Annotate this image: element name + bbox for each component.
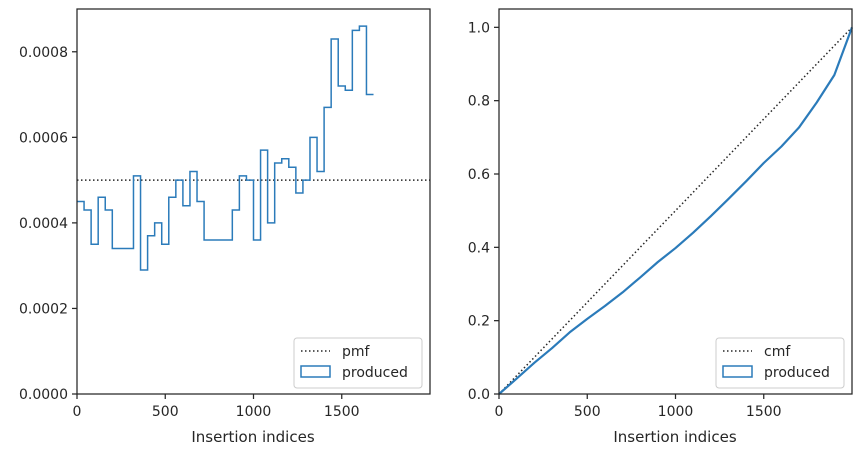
left-x-tick-label: 0 [73,404,82,420]
right-y-ticks: 0.0 0.2 0.4 0.6 0.8 1.0 [468,20,499,403]
left-x-tick-label: 1000 [236,404,272,420]
right-x-tick-label: 1000 [658,404,694,420]
right-y-tick-label: 0.4 [468,240,490,256]
right-axes-frame [498,8,853,395]
right-x-ticks: 0 500 1000 1500 [495,394,782,420]
left-x-tick-label: 500 [152,404,179,420]
right-legend-produced-swatch [722,365,753,378]
left-axes-frame [76,8,431,395]
right-legend: cmf produced [715,337,845,389]
right-x-tick-label: 0 [495,404,504,420]
left-x-ticks: 0 500 1000 1500 [73,394,360,420]
right-x-tick-label: 1500 [746,404,782,420]
right-y-tick-label: 0.0 [468,387,490,403]
left-plot-area [77,25,430,271]
left-produced-step [77,25,374,271]
right-plot-area [498,26,854,395]
left-chart: 0 500 1000 1500 0.00000.00020.00040.00060.0… [19,8,431,446]
left-y-tick-label: 0.0004 [19,216,68,232]
left-legend-produced-label: produced [342,365,408,381]
left-y-ticks: 0.0000 0.0002 0.0004 0.0006 0.0008 [19,45,77,403]
left-legend-pmf-label: pmf [342,344,371,360]
left-y-tick-label: 0.0006 [19,130,68,146]
right-legend-cmf-label: cmf [764,344,791,360]
right-chart: 0 500 1000 1500 0.0 0.2 0.4 0.6 0.8 1.0 Insertio… [468,8,854,446]
right-x-axis-label: Insertion indices [613,428,736,446]
left-x-axis-label: Insertion indices [191,428,314,446]
right-y-tick-label: 0.6 [468,167,490,183]
left-legend-produced-swatch [300,365,331,378]
right-y-tick-label: 1.0 [468,20,490,36]
right-y-tick-label: 0.2 [468,314,490,330]
left-y-tick-label: 0.0002 [19,301,68,317]
left-x-tick-label: 1500 [324,404,360,420]
right-x-tick-label: 500 [574,404,601,420]
right-y-tick-label: 0.8 [468,94,490,110]
left-legend: pmf produced [293,337,423,389]
right-legend-produced-label: produced [764,365,830,381]
right-cmf-line [498,26,853,395]
right-produced-line [498,26,854,395]
left-y-tick-label: 0.0008 [19,45,68,61]
left-y-tick-label: 0.0000 [19,387,68,403]
